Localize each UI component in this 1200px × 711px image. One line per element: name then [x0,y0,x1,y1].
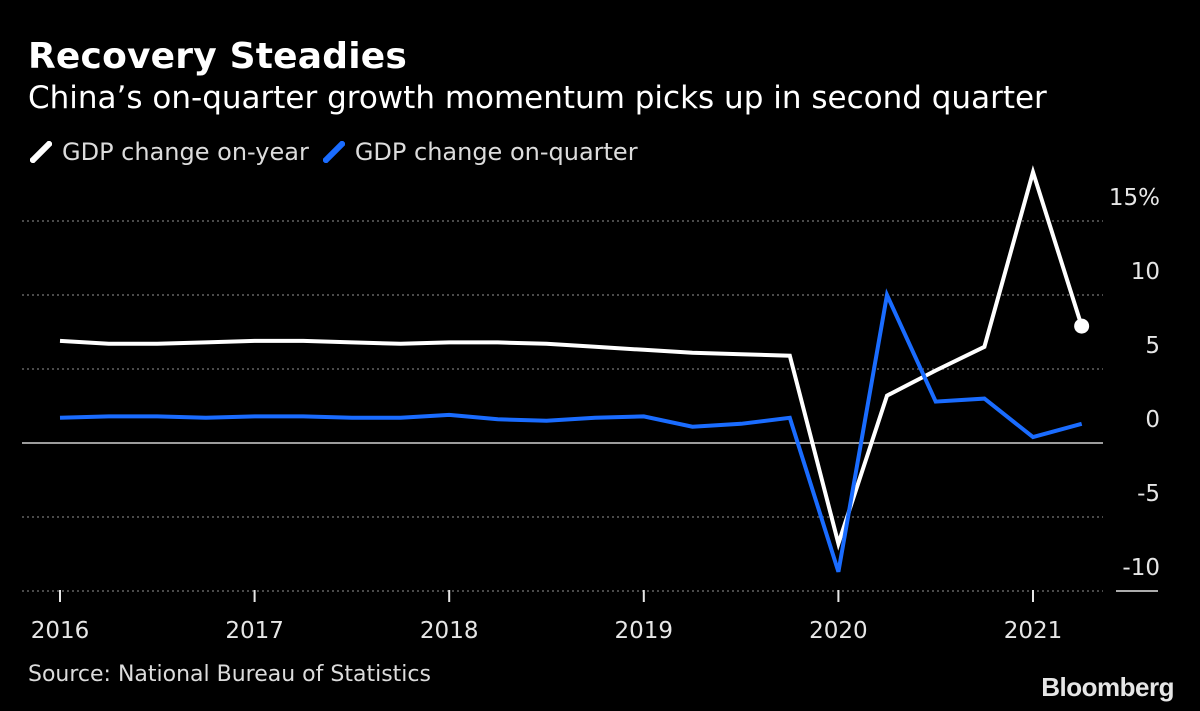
x-tick-label: 2021 [1004,618,1063,644]
legend-item-yoy: GDP change on-year [30,138,309,166]
bloomberg-logo: Bloomberg [1041,672,1174,702]
y-tick-label: 15% [1109,185,1160,211]
legend-swatch-yoy [30,141,52,163]
legend-swatch-qoq [322,141,345,163]
x-tick-label: 2016 [31,618,90,644]
x-tick-label: 2017 [225,618,284,644]
legend-label-qoq: GDP change on-quarter [354,138,638,166]
x-tick-label: 2020 [809,618,868,644]
x-tick-label: 2019 [615,618,674,644]
y-tick-label: -5 [1137,481,1160,507]
chart-subtitle: China’s on-quarter growth momentum picks… [28,80,1047,116]
y-tick-label: 10 [1131,259,1160,285]
series-line-qoq [59,288,1083,573]
legend-item-qoq: GDP change on-quarter [322,138,638,166]
series-line-yoy [59,165,1084,551]
chart-title: Recovery Steadies [28,36,408,77]
legend-label-yoy: GDP change on-year [62,138,309,166]
source-note: Source: National Bureau of Statistics [28,662,431,687]
y-tick-label: 0 [1145,407,1160,433]
y-tick-label: 5 [1145,333,1160,359]
x-tick-label: 2018 [420,618,479,644]
y-tick-label: -10 [1122,555,1160,581]
legend: GDP change on-year GDP change on-quarter [30,138,638,166]
series-end-marker [1074,318,1090,334]
